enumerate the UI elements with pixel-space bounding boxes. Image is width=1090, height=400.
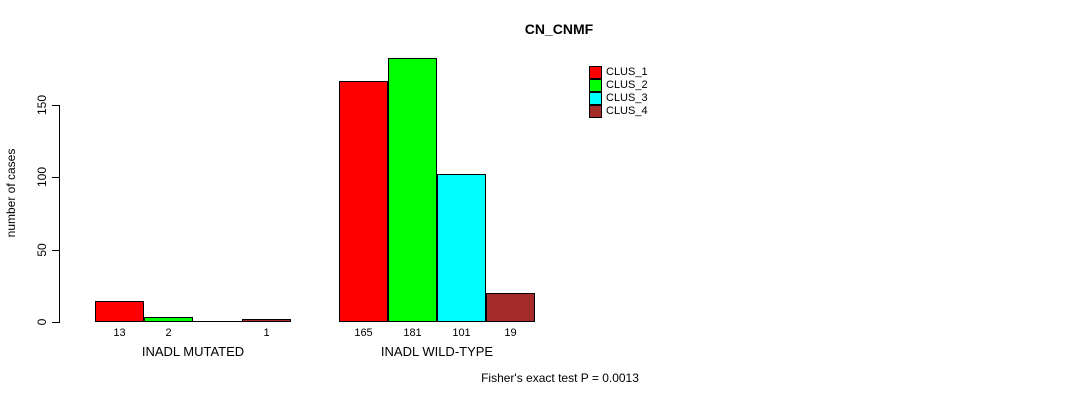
legend-label-clus_3: CLUS_3 <box>606 92 648 104</box>
y-tick-50 <box>52 250 59 251</box>
group-label-inadl-mutated: INADL MUTATED <box>141 344 245 359</box>
legend-swatch-clus_4 <box>589 105 602 118</box>
legend-item-clus_4: CLUS_4 <box>589 105 648 118</box>
fisher-test-annotation: Fisher's exact test P = 0.0013 <box>481 371 639 385</box>
legend-swatch-clus_1 <box>589 66 602 79</box>
bar-clus_2-group1 <box>144 317 193 322</box>
y-tick-label-50: 50 <box>35 243 49 257</box>
legend-label-clus_2: CLUS_2 <box>606 79 648 91</box>
bar-clus_4-group2 <box>486 293 535 322</box>
y-tick-0 <box>52 322 59 323</box>
y-tick-label-0: 0 <box>35 318 49 326</box>
bar-clus_3-group1 <box>193 321 242 322</box>
legend-label-clus_4: CLUS_4 <box>606 105 648 117</box>
bar-value-label-group2-3: 101 <box>452 327 471 339</box>
legend-item-clus_3: CLUS_3 <box>589 92 648 105</box>
legend-swatch-clus_3 <box>589 92 602 105</box>
bar-value-label-group2-1: 165 <box>354 327 373 339</box>
legend: CLUS_1 CLUS_2 CLUS_3 CLUS_4 <box>589 66 648 118</box>
legend-item-clus_2: CLUS_2 <box>589 79 648 92</box>
bar-value-label-group2-4: 19 <box>504 327 517 339</box>
bar-value-label-group1-4: 1 <box>263 327 270 339</box>
bar-clus_2-group2 <box>388 58 437 322</box>
bar-clus_4-group1 <box>242 319 291 322</box>
legend-label-clus_1: CLUS_1 <box>606 66 648 78</box>
group-label-inadl-wild-type: INADL WILD-TYPE <box>380 344 494 359</box>
legend-swatch-clus_2 <box>589 79 602 92</box>
y-tick-150 <box>52 105 59 106</box>
bar-clus_1-group2 <box>339 81 388 322</box>
bar-value-label-group1-1: 13 <box>113 327 126 339</box>
chart-title: CN_CNMF <box>524 21 594 37</box>
bar-value-label-group1-2: 2 <box>165 327 172 339</box>
bar-clus_3-group2 <box>437 174 486 322</box>
y-axis-line <box>59 105 60 323</box>
bar-clus_1-group1 <box>95 301 144 322</box>
y-axis-label: number of cases <box>4 148 18 238</box>
y-tick-100 <box>52 177 59 178</box>
legend-item-clus_1: CLUS_1 <box>589 66 648 79</box>
y-tick-label-100: 100 <box>35 166 49 188</box>
bar-value-label-group2-2: 181 <box>403 327 422 339</box>
y-tick-label-150: 150 <box>35 94 49 116</box>
